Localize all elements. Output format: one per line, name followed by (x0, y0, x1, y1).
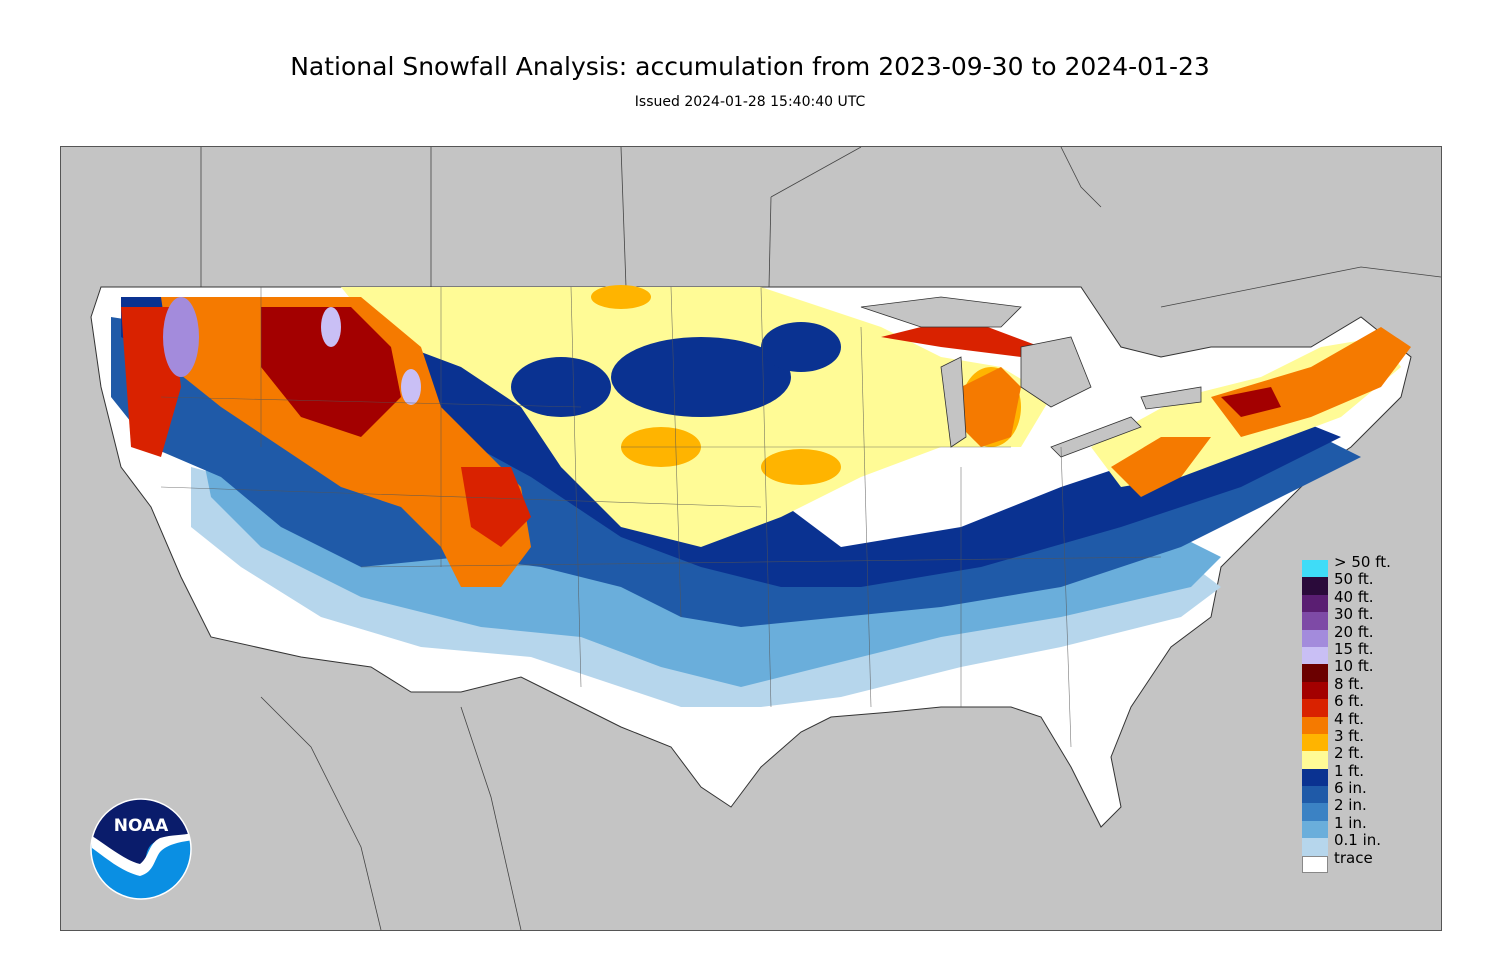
legend-label: 2 ft. (1334, 744, 1364, 763)
snow-1ft-patch (761, 322, 841, 372)
map-canvas (90, 147, 1441, 930)
legend-swatch (1302, 681, 1328, 700)
lake-erie (1050, 416, 1142, 458)
legend-swatch (1302, 612, 1328, 630)
snow-rockies-heavy (461, 467, 531, 547)
lake-ontario (1140, 386, 1202, 410)
legend-label: 8 ft. (1334, 674, 1364, 693)
legend-label: 50 ft. (1334, 570, 1374, 589)
snowfall-map (60, 146, 1442, 931)
legend-swatch (1302, 838, 1328, 856)
legend-label: 15 ft. (1334, 639, 1374, 658)
snow-3ft-patch (761, 449, 841, 485)
snow-trace-band (191, 467, 1221, 707)
legend-label: 4 ft. (1334, 709, 1364, 728)
legend-label: 10 ft. (1334, 657, 1374, 676)
snow-michigan-belt (961, 367, 1021, 447)
snow-15ft-patch (321, 307, 341, 347)
legend-label: trace (1334, 848, 1373, 867)
legend-label: 1 in. (1334, 813, 1367, 832)
logo-text: NOAA (114, 816, 169, 836)
legend-label: 30 ft. (1334, 605, 1374, 624)
snow-20ft-patch (163, 297, 199, 377)
snow-3ft-patch (591, 285, 651, 309)
snow-2ft-region (341, 287, 1051, 547)
legend-swatch (1302, 768, 1328, 787)
legend-swatch (1302, 594, 1328, 613)
lake-superior (860, 296, 1022, 328)
legend-swatch (1302, 855, 1328, 874)
snow-1ft-patch (611, 337, 791, 417)
map-title: National Snowfall Analysis: accumulation… (290, 52, 1210, 81)
legend-label: 0.1 in. (1334, 831, 1382, 850)
legend-swatch (1302, 577, 1328, 595)
snow-1ft-patch (511, 357, 611, 417)
legend-swatch (1302, 629, 1328, 647)
legend-swatch (1302, 664, 1328, 682)
legend-label: 3 ft. (1334, 726, 1364, 745)
legend-label: 40 ft. (1334, 587, 1374, 606)
boundary-lines (200, 147, 1441, 930)
snow-west-heavy (261, 307, 401, 437)
legend-label: 2 in. (1334, 796, 1367, 815)
legend-swatch (1302, 803, 1328, 821)
legend-label: 6 in. (1334, 779, 1367, 798)
lake-huron (1020, 336, 1092, 408)
legend-swatch (1302, 733, 1328, 752)
noaa-logo: NOAA (90, 798, 192, 900)
legend-swatch (1302, 699, 1328, 717)
legend-swatch (1302, 560, 1328, 578)
logo-top (91, 799, 191, 867)
legend-label: > 50 ft. (1334, 553, 1391, 571)
legend-swatch (1302, 716, 1328, 734)
lake-michigan (940, 356, 967, 448)
snow-west-mountains (161, 297, 531, 587)
snow-ne-extreme (1221, 387, 1281, 417)
legend-label: 6 ft. (1334, 692, 1364, 711)
legend-label: 1 ft. (1334, 761, 1364, 780)
snow-appalachian (1111, 437, 1211, 497)
legend-swatch (1302, 786, 1328, 804)
legend-label: 20 ft. (1334, 622, 1374, 641)
legend-swatch (1302, 751, 1328, 769)
issued-timestamp: Issued 2024-01-28 15:40:40 UTC (634, 94, 866, 110)
legend-swatch (1302, 820, 1328, 839)
legend-swatch (1302, 646, 1328, 665)
snow-15ft-patch (401, 369, 421, 405)
state-boundaries (160, 286, 1162, 748)
logo-gull (92, 832, 191, 876)
